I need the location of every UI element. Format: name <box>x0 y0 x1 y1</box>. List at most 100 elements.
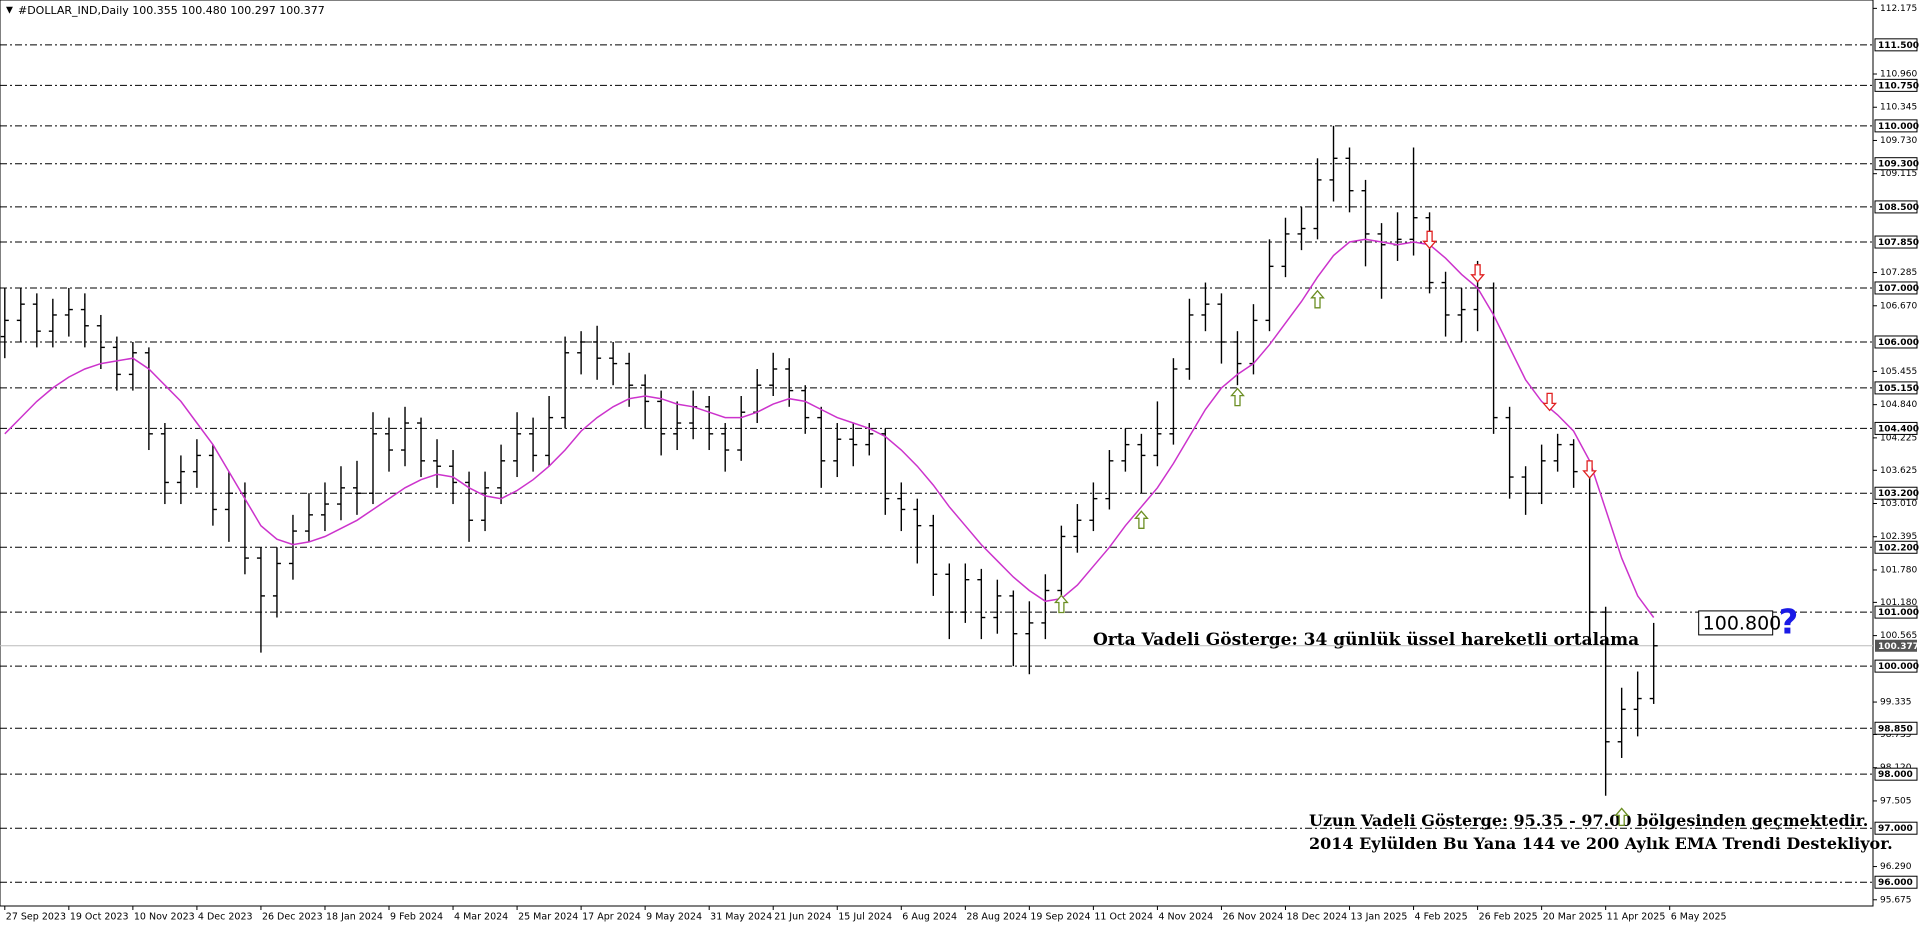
level-label-box <box>1874 605 1918 619</box>
x-tick-label: 17 Apr 2024 <box>582 912 641 923</box>
down-arrow <box>1582 460 1598 479</box>
level-label: 104.400 <box>1878 424 1919 434</box>
y-tick-label: 102.395 <box>1880 532 1917 542</box>
level-label-box <box>1874 157 1918 171</box>
chart-title: #DOLLAR_IND,Daily 100.355 100.480 100.29… <box>18 4 325 17</box>
level-label: 110.750 <box>1878 81 1919 91</box>
long-term-note: 2014 Eylülden Bu Yana 144 ve 200 Aylık E… <box>1309 834 1893 853</box>
down-arrow <box>1470 264 1486 283</box>
y-tick-label: 105.455 <box>1880 367 1917 377</box>
level-label-box <box>1874 235 1918 249</box>
x-tick-label: 26 Feb 2025 <box>1479 912 1538 923</box>
x-tick-label: 25 Mar 2024 <box>518 912 578 923</box>
x-tick-label: 27 Sep 2023 <box>6 912 66 923</box>
x-tick-label: 26 Dec 2023 <box>262 912 323 923</box>
plot-frame <box>0 0 1874 907</box>
x-tick-label: 9 May 2024 <box>646 912 702 923</box>
x-tick-label: 28 Aug 2024 <box>966 912 1027 923</box>
level-label: 107.000 <box>1878 284 1919 294</box>
ema-line <box>4 238 1655 618</box>
level-label: 102.200 <box>1878 543 1919 553</box>
level-label: 107.850 <box>1878 238 1919 248</box>
y-tick-label: 107.285 <box>1880 268 1917 278</box>
up-arrow <box>1053 594 1069 614</box>
last-price-label: 100.377 <box>1878 642 1919 652</box>
y-tick-label: 103.625 <box>1880 466 1917 476</box>
level-label: 97.000 <box>1878 824 1913 834</box>
up-arrow <box>1310 289 1325 309</box>
target-question: ? <box>1779 602 1799 642</box>
level-label-box <box>1874 381 1918 395</box>
level-label-box <box>1874 421 1918 435</box>
level-label-box <box>1874 335 1918 349</box>
last-price-box <box>1875 639 1917 652</box>
x-tick-label: 6 Aug 2024 <box>902 912 957 923</box>
y-tick-label: 97.505 <box>1880 796 1912 806</box>
x-tick-label: 15 Jul 2024 <box>838 912 892 923</box>
level-label: 98.000 <box>1878 770 1913 780</box>
y-tick-label: 96.290 <box>1880 862 1912 872</box>
level-label-box <box>1874 38 1918 52</box>
level-label: 103.200 <box>1878 489 1919 499</box>
y-tick-label: 99.335 <box>1880 698 1912 708</box>
level-label-box <box>1874 659 1918 673</box>
level-label-box <box>1874 486 1918 500</box>
level-label: 96.000 <box>1878 878 1913 888</box>
x-tick-label: 19 Oct 2023 <box>70 912 129 923</box>
level-label-box <box>1874 200 1918 214</box>
target-label: 100.800 <box>1703 612 1782 634</box>
y-tick-label: 101.780 <box>1880 565 1917 575</box>
y-tick-label: 110.960 <box>1880 70 1917 80</box>
level-label-box <box>1874 767 1918 781</box>
x-tick-label: 4 Mar 2024 <box>454 912 508 923</box>
x-tick-label: 4 Dec 2023 <box>198 912 253 923</box>
level-label: 105.150 <box>1878 384 1919 394</box>
up-arrow <box>1614 807 1630 827</box>
y-tick-label: 104.225 <box>1880 433 1917 443</box>
y-tick-label: 110.345 <box>1880 103 1917 113</box>
y-tick-label: 104.840 <box>1880 400 1917 410</box>
x-tick-label: 21 Jun 2024 <box>774 912 831 923</box>
level-label-box <box>1874 540 1918 554</box>
level-label: 110.000 <box>1878 122 1919 132</box>
level-label-box <box>1874 821 1918 835</box>
x-tick-label: 13 Jan 2025 <box>1351 912 1408 923</box>
menu-arrow[interactable]: ▼ <box>6 6 13 16</box>
x-tick-label: 18 Jan 2024 <box>326 912 383 923</box>
down-arrow <box>1422 230 1438 250</box>
level-label: 109.300 <box>1878 160 1919 170</box>
y-tick-label: 103.010 <box>1880 499 1917 509</box>
y-tick-label: 95.675 <box>1880 895 1912 905</box>
y-tick-label: 101.180 <box>1880 598 1917 608</box>
up-arrow <box>1133 510 1149 529</box>
target-box <box>1698 610 1774 636</box>
x-tick-label: 4 Nov 2024 <box>1158 912 1213 923</box>
down-arrow <box>1542 392 1558 412</box>
x-tick-label: 10 Nov 2023 <box>134 912 195 923</box>
y-tick-label: 106.670 <box>1880 301 1917 311</box>
x-tick-label: 11 Oct 2024 <box>1094 912 1153 923</box>
x-tick-label: 31 May 2024 <box>710 912 772 923</box>
level-label: 100.000 <box>1878 662 1919 672</box>
y-tick-label: 109.730 <box>1880 136 1917 146</box>
x-tick-label: 4 Feb 2025 <box>1415 912 1468 923</box>
y-tick-label: 100.565 <box>1880 631 1917 641</box>
x-tick-label: 26 Nov 2024 <box>1222 912 1283 923</box>
level-label: 106.000 <box>1878 338 1919 348</box>
level-label-box <box>1874 281 1918 295</box>
x-tick-label: 18 Dec 2024 <box>1286 912 1347 923</box>
bars <box>0 125 1658 796</box>
level-label-box <box>1874 119 1918 133</box>
y-tick-label: 112.175 <box>1880 4 1917 14</box>
level-label-box <box>1874 875 1918 889</box>
level-label: 108.500 <box>1878 203 1919 213</box>
y-tick-label: 98.735 <box>1880 730 1912 740</box>
level-label: 98.850 <box>1878 724 1913 734</box>
long-term-note: Uzun Vadeli Gösterge: 95.35 - 97.00 bölg… <box>1309 811 1868 830</box>
level-label-box <box>1874 78 1918 92</box>
up-arrow <box>1230 387 1245 407</box>
x-tick-label: 6 May 2025 <box>1671 912 1727 923</box>
level-label: 111.500 <box>1878 41 1919 51</box>
